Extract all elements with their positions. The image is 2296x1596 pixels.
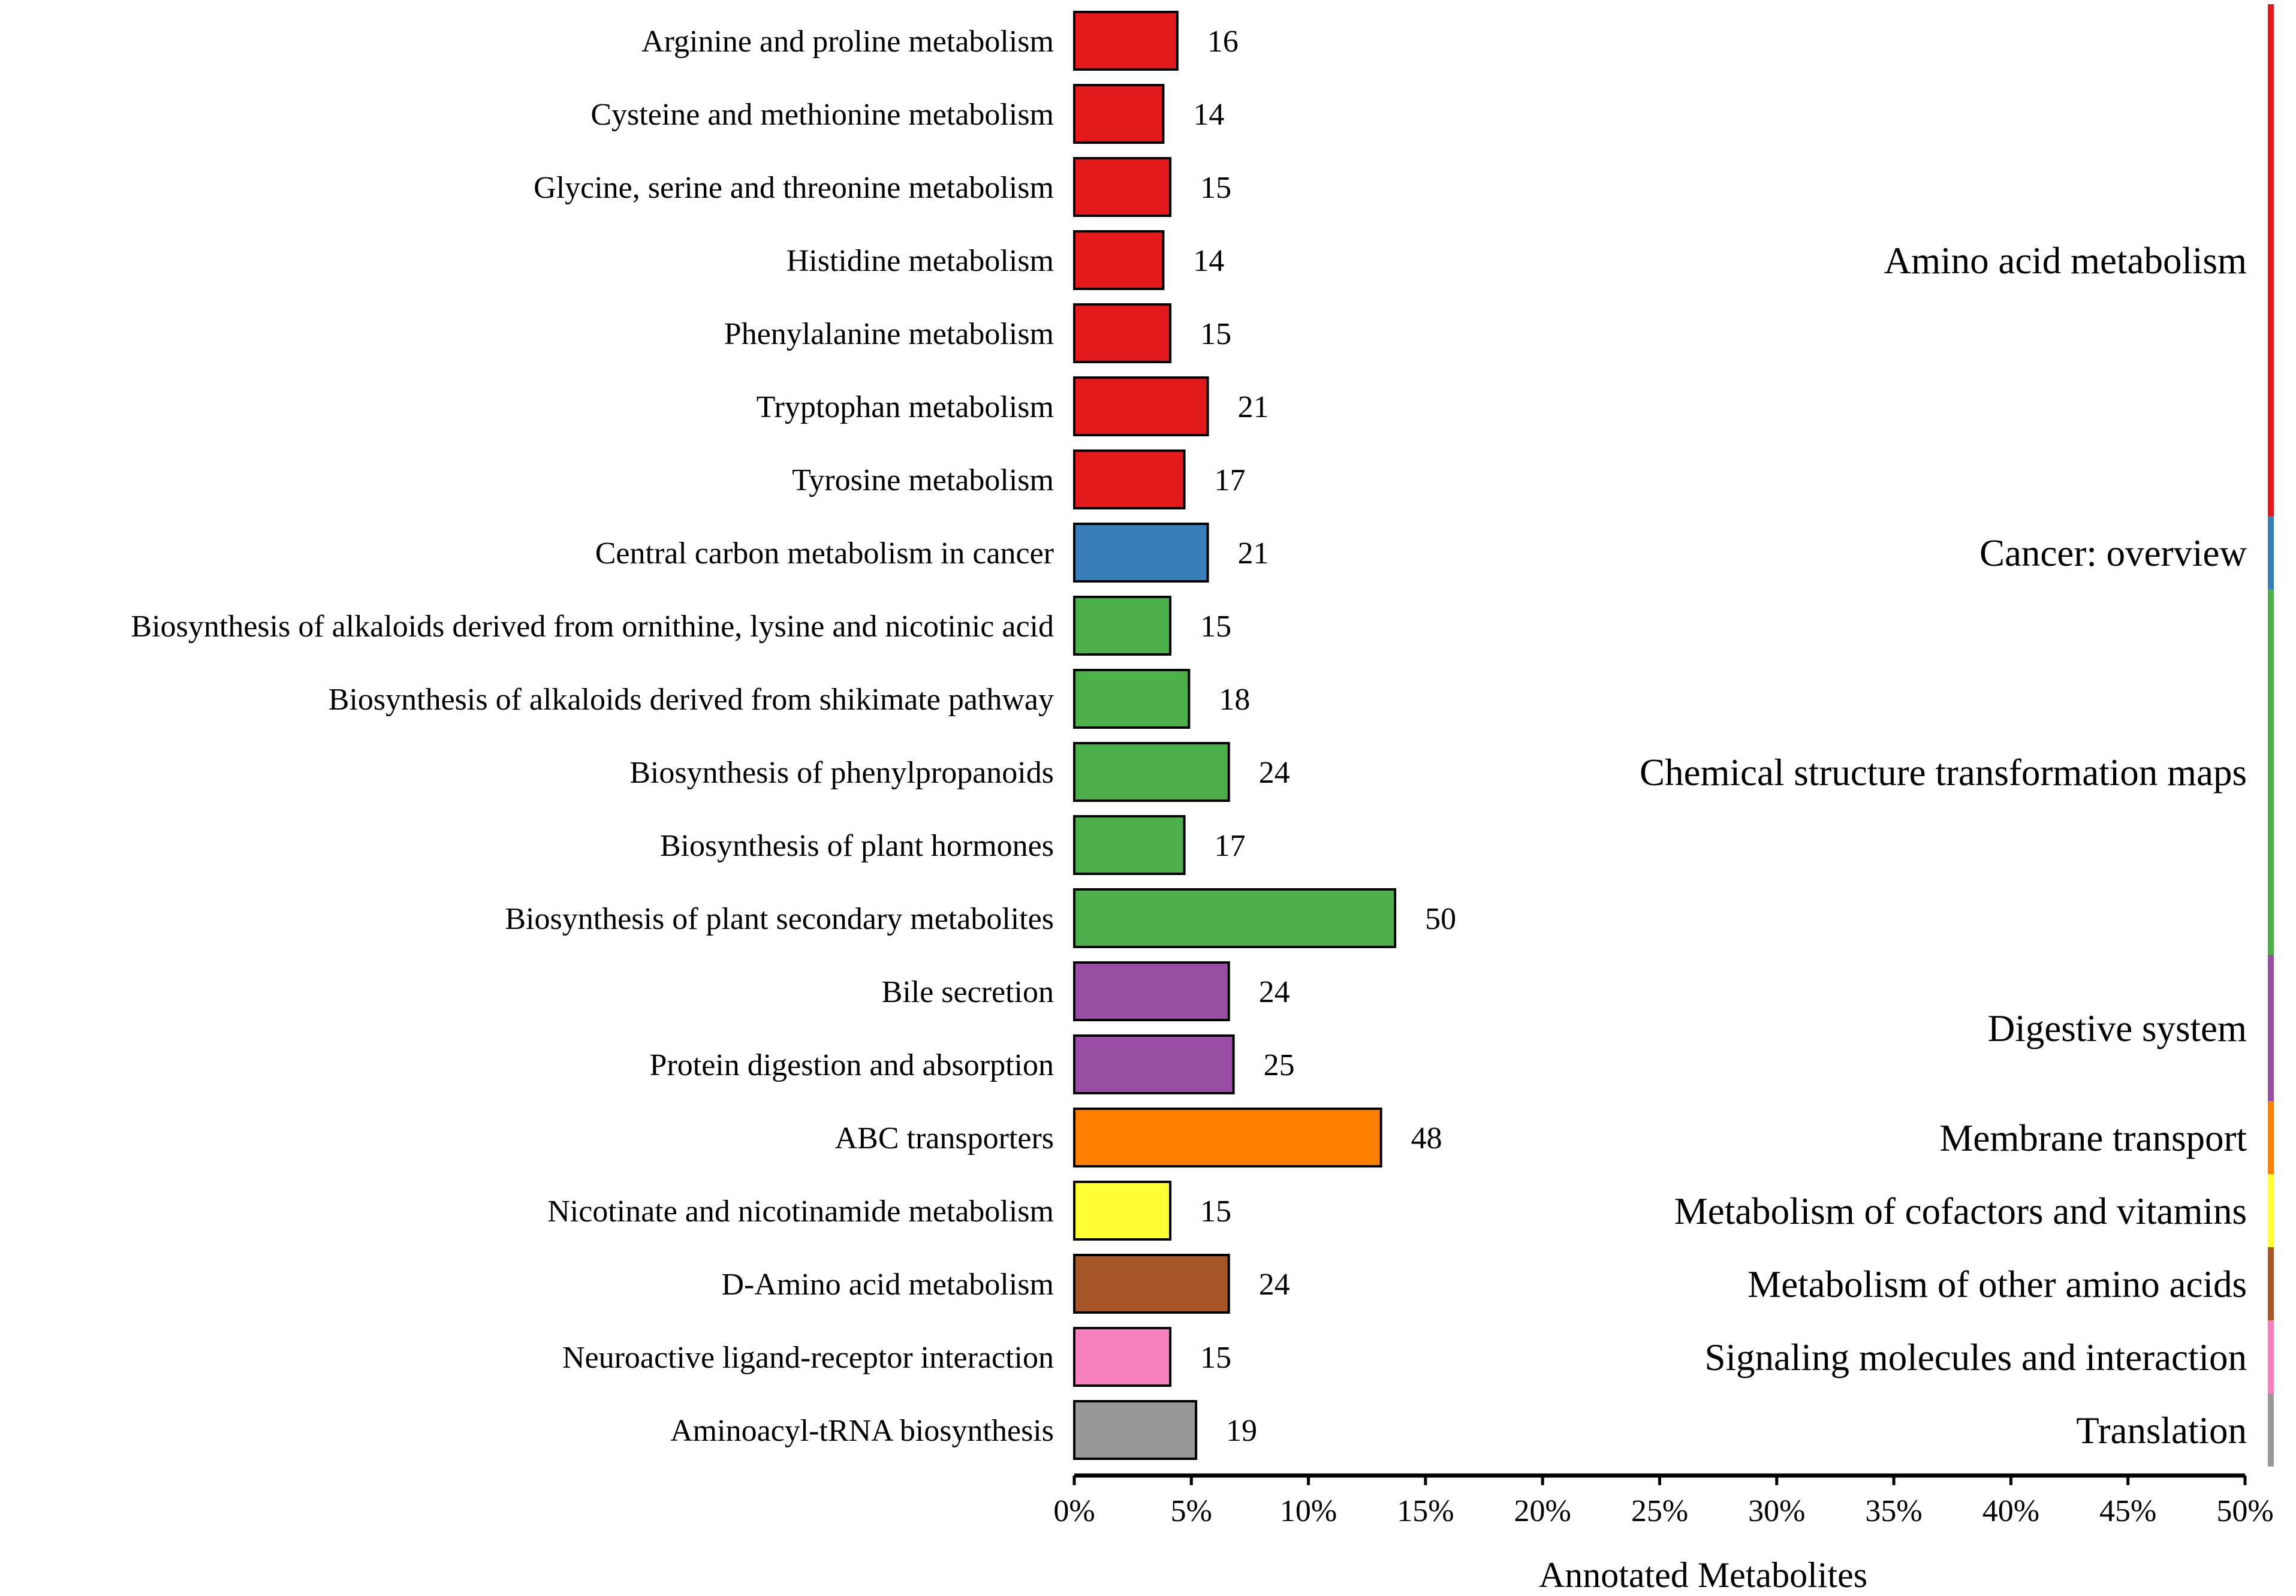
bars-layer: Arginine and proline metabolism 16 Cystein… <box>131 11 1456 1460</box>
count-label: 21 <box>1238 536 1269 571</box>
category-label: Cancer: overview <box>1979 532 2247 574</box>
bar <box>1073 742 1230 802</box>
x-axis-title: Annotated Metabolites <box>1539 1555 1867 1595</box>
count-label: 15 <box>1200 171 1231 205</box>
bar <box>1073 961 1230 1021</box>
bar <box>1073 1181 1172 1241</box>
count-label: 48 <box>1411 1121 1442 1155</box>
pathway-label: Nicotinate and nicotinamide metabolism <box>547 1194 1054 1229</box>
count-label: 24 <box>1259 975 1290 1009</box>
pathway-label: ABC transporters <box>835 1121 1054 1155</box>
bar <box>1073 230 1165 290</box>
category-label: Metabolism of other amino acids <box>1747 1263 2247 1305</box>
count-label: 18 <box>1219 683 1250 717</box>
pathway-label: Biosynthesis of phenylpropanoids <box>629 756 1054 790</box>
bar <box>1073 303 1172 363</box>
category-label: Digestive system <box>1988 1007 2247 1049</box>
x-tick-label: 25% <box>1631 1494 1688 1528</box>
bar <box>1073 11 1179 71</box>
category-label: Metabolism of cofactors and vitamins <box>1674 1190 2247 1232</box>
count-label: 16 <box>1207 25 1239 59</box>
bar <box>1073 376 1209 436</box>
x-tick-label: 0% <box>1053 1494 1095 1528</box>
pathway-label: Biosynthesis of alkaloids derived from o… <box>131 610 1054 644</box>
pathway-label: Biosynthesis of plant hormones <box>660 829 1054 863</box>
category-label: Translation <box>2076 1410 2247 1452</box>
count-label: 15 <box>1200 317 1231 351</box>
pathway-label: Bile secretion <box>882 975 1054 1009</box>
bar <box>1073 523 1209 583</box>
pathway-label: Cysteine and methionine metabolism <box>590 98 1054 132</box>
category-layer: Amino acid metabolism Cancer: overview Che… <box>1640 4 2274 1467</box>
category-label: Chemical structure transformation maps <box>1640 752 2247 794</box>
count-label: 17 <box>1215 463 1246 497</box>
x-tick-label: 15% <box>1397 1494 1454 1528</box>
category-label: Amino acid metabolism <box>1884 240 2247 282</box>
x-tick-label: 45% <box>2099 1494 2156 1528</box>
pathway-label: Protein digestion and absorption <box>650 1048 1054 1082</box>
count-label: 21 <box>1238 390 1269 424</box>
bar <box>1073 1400 1198 1460</box>
pathway-label: Tyrosine metabolism <box>792 463 1054 497</box>
pathway-label: Arginine and proline metabolism <box>641 25 1054 59</box>
x-tick-label: 20% <box>1514 1494 1571 1528</box>
x-tick-label: 40% <box>1982 1494 2039 1528</box>
count-label: 14 <box>1193 244 1224 278</box>
count-label: 15 <box>1200 1341 1231 1375</box>
pathway-label: Biosynthesis of alkaloids derived from s… <box>329 683 1054 717</box>
bar <box>1073 1327 1172 1387</box>
bar <box>1073 1034 1235 1094</box>
pathway-label: Tryptophan metabolism <box>757 390 1054 424</box>
pathway-label: Histidine metabolism <box>787 244 1054 278</box>
count-label: 24 <box>1259 1268 1290 1302</box>
bar <box>1073 84 1165 144</box>
bar <box>1073 888 1397 948</box>
pathway-label: Phenylalanine metabolism <box>724 317 1054 351</box>
pathway-label: Biosynthesis of plant secondary metaboli… <box>505 902 1054 936</box>
count-label: 24 <box>1259 756 1290 790</box>
bar <box>1073 669 1191 729</box>
x-tick-label: 5% <box>1171 1494 1212 1528</box>
bar <box>1073 449 1186 509</box>
category-label: Signaling molecules and interaction <box>1704 1336 2247 1378</box>
x-tick-label: 30% <box>1748 1494 1805 1528</box>
pathway-label: D-Amino acid metabolism <box>721 1268 1054 1302</box>
pathway-label: Neuroactive ligand-receptor interaction <box>562 1341 1054 1375</box>
bar <box>1073 815 1186 875</box>
count-label: 15 <box>1200 610 1231 644</box>
x-tick-label: 50% <box>2216 1494 2273 1528</box>
x-tick-label: 10% <box>1280 1494 1337 1528</box>
x-axis: 0% 5% 10% 15% 20% 25% 30% 35% 40% 45% 50% <box>1053 1473 2274 1528</box>
pathway-label: Aminoacyl-tRNA biosynthesis <box>670 1414 1054 1448</box>
x-tick-label: 35% <box>1865 1494 1922 1528</box>
bar <box>1073 157 1172 217</box>
category-label: Membrane transport <box>1939 1117 2247 1159</box>
count-label: 25 <box>1264 1048 1295 1082</box>
pathway-label: Glycine, serine and threonine metabolism <box>534 171 1054 205</box>
bar <box>1073 1108 1382 1167</box>
pathway-label: Central carbon metabolism in cancer <box>595 536 1054 571</box>
bar <box>1073 596 1172 656</box>
count-label: 50 <box>1425 902 1456 936</box>
count-label: 17 <box>1215 829 1246 863</box>
count-label: 19 <box>1226 1414 1257 1448</box>
count-label: 15 <box>1200 1194 1231 1229</box>
count-label: 14 <box>1193 98 1224 132</box>
bar <box>1073 1254 1230 1314</box>
